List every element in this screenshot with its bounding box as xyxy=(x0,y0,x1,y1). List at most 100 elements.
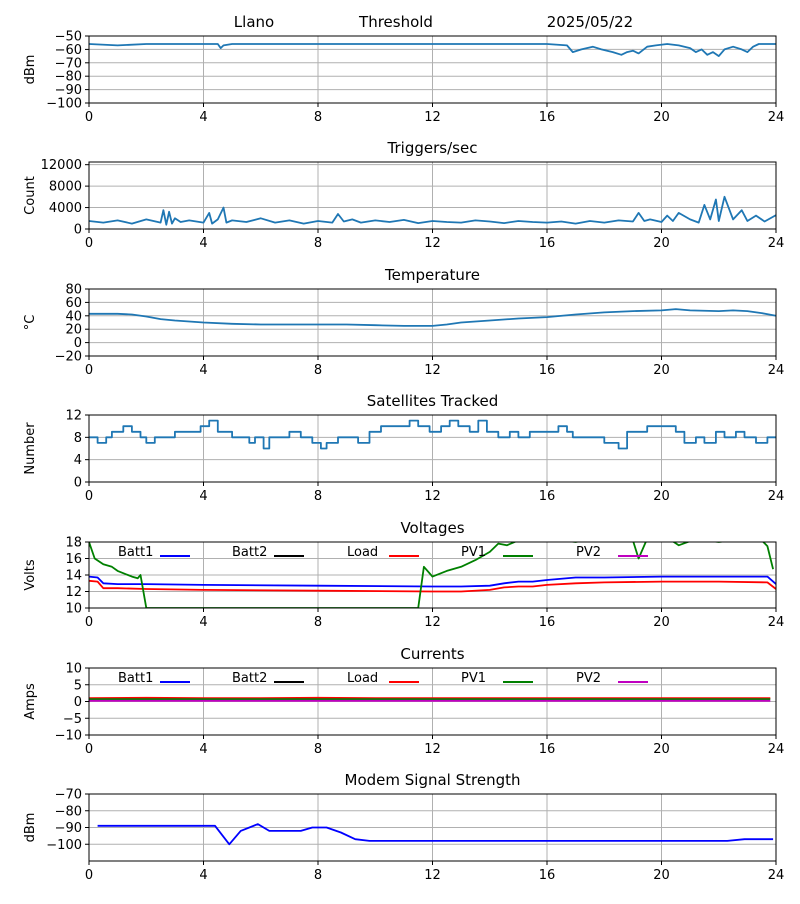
y-tick-label: 5 xyxy=(74,678,82,693)
y-axis-label: Amps xyxy=(23,683,38,720)
y-axis-label: Count xyxy=(23,176,38,215)
x-tick-label: 20 xyxy=(653,363,670,378)
y-tick-label: −100 xyxy=(46,97,82,112)
report-date: 2025/05/22 xyxy=(547,13,633,31)
y-tick-label: −80 xyxy=(55,70,82,85)
x-tick-label: 12 xyxy=(424,110,441,125)
x-tick-label: 8 xyxy=(314,363,322,378)
x-tick-label: 4 xyxy=(199,615,207,630)
y-tick-label: 4 xyxy=(74,453,82,468)
x-tick-label: 20 xyxy=(653,615,670,630)
x-tick-label: 4 xyxy=(199,868,207,883)
y-tick-label: 8000 xyxy=(49,180,82,195)
y-tick-label: −80 xyxy=(55,804,82,819)
x-tick-label: 24 xyxy=(768,363,785,378)
y-tick-label: 12000 xyxy=(41,158,82,173)
legend-label: PV2 xyxy=(576,545,601,560)
y-tick-label: 80 xyxy=(65,283,82,298)
y-tick-label: 20 xyxy=(65,323,82,338)
legend-label: PV1 xyxy=(461,671,486,686)
x-tick-label: 20 xyxy=(653,236,670,251)
legend-label: PV1 xyxy=(461,545,486,560)
x-tick-label: 24 xyxy=(768,236,785,251)
x-tick-label: 4 xyxy=(199,742,207,757)
chart-title: Voltages xyxy=(400,519,464,537)
x-tick-label: 16 xyxy=(539,615,556,630)
y-tick-label: 40 xyxy=(65,309,82,324)
x-tick-label: 12 xyxy=(424,868,441,883)
legend-label: Load xyxy=(347,545,378,560)
y-tick-label: 18 xyxy=(65,536,82,551)
y-tick-label: 12 xyxy=(65,409,82,424)
y-tick-label: −5 xyxy=(63,712,82,727)
y-tick-label: 60 xyxy=(65,296,82,311)
legend-label: Load xyxy=(347,671,378,686)
y-tick-label: 8 xyxy=(74,431,82,446)
y-tick-label: 0 xyxy=(74,336,82,351)
legend-label: Batt2 xyxy=(232,545,267,560)
x-tick-label: 8 xyxy=(314,489,322,504)
y-axis-label: dBm xyxy=(23,55,38,85)
x-tick-label: 16 xyxy=(539,236,556,251)
x-tick-label: 0 xyxy=(85,868,93,883)
y-axis-label: Volts xyxy=(23,559,38,591)
x-tick-label: 20 xyxy=(653,742,670,757)
x-tick-label: 24 xyxy=(768,110,785,125)
chart-title: Temperature xyxy=(384,266,480,284)
x-tick-label: 24 xyxy=(768,615,785,630)
x-tick-label: 16 xyxy=(539,868,556,883)
y-tick-label: −100 xyxy=(46,838,82,853)
series-group xyxy=(89,698,770,701)
x-tick-label: 4 xyxy=(199,110,207,125)
x-tick-label: 4 xyxy=(199,489,207,504)
x-tick-label: 0 xyxy=(85,742,93,757)
y-axis-label: dBm xyxy=(23,813,38,843)
y-tick-label: 10 xyxy=(65,662,82,677)
y-tick-label: −60 xyxy=(55,43,82,58)
x-tick-label: 20 xyxy=(653,868,670,883)
y-tick-label: 14 xyxy=(65,569,82,584)
y-tick-label: 10 xyxy=(65,602,82,617)
x-tick-label: 4 xyxy=(199,236,207,251)
y-tick-label: 12 xyxy=(65,585,82,600)
legend-label: Batt2 xyxy=(232,671,267,686)
y-tick-label: 0 xyxy=(74,695,82,710)
y-tick-label: −70 xyxy=(55,56,82,71)
y-tick-label: −90 xyxy=(55,83,82,98)
x-tick-label: 20 xyxy=(653,110,670,125)
x-tick-label: 8 xyxy=(314,615,322,630)
x-tick-label: 0 xyxy=(85,489,93,504)
y-tick-label: −10 xyxy=(55,729,82,744)
y-tick-label: 0 xyxy=(74,476,82,491)
y-tick-label: −90 xyxy=(55,821,82,836)
y-tick-label: −50 xyxy=(55,30,82,45)
y-axis-label: °C xyxy=(23,315,38,331)
x-tick-label: 20 xyxy=(653,489,670,504)
chart-title: Triggers/sec xyxy=(387,139,478,157)
x-tick-label: 16 xyxy=(539,489,556,504)
x-tick-label: 12 xyxy=(424,742,441,757)
x-tick-label: 0 xyxy=(85,236,93,251)
x-tick-label: 12 xyxy=(424,363,441,378)
y-tick-label: 4000 xyxy=(49,201,82,216)
legend-label: Batt1 xyxy=(118,671,153,686)
x-tick-label: 8 xyxy=(314,110,322,125)
y-axis-label: Number xyxy=(23,422,38,475)
y-tick-label: 16 xyxy=(65,552,82,567)
x-tick-label: 12 xyxy=(424,236,441,251)
x-tick-label: 24 xyxy=(768,489,785,504)
threshold-label: Threshold xyxy=(358,13,433,31)
x-tick-label: 12 xyxy=(424,489,441,504)
x-tick-label: 8 xyxy=(314,742,322,757)
x-tick-label: 16 xyxy=(539,110,556,125)
x-tick-label: 0 xyxy=(85,363,93,378)
y-tick-label: −20 xyxy=(55,350,82,365)
x-tick-label: 24 xyxy=(768,742,785,757)
chart-title: Currents xyxy=(400,645,464,663)
chart-title: Modem Signal Strength xyxy=(345,771,521,789)
legend-label: PV2 xyxy=(576,671,601,686)
y-tick-label: 0 xyxy=(74,223,82,238)
site-name: Llano xyxy=(234,13,274,31)
